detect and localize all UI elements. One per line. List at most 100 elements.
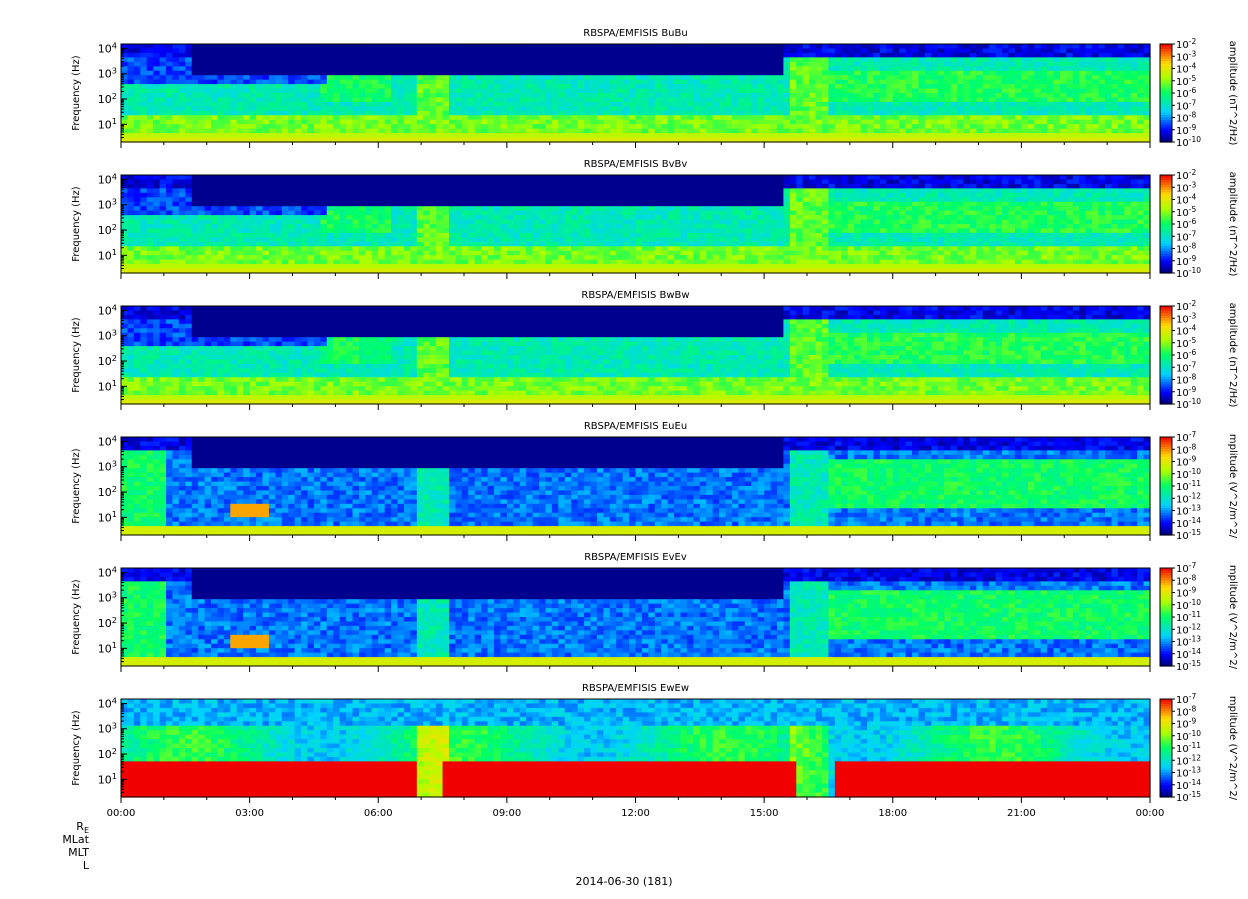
- heatmap-cell: [519, 57, 527, 63]
- heatmap-cell: [699, 88, 707, 94]
- heatmap-cell: [326, 93, 334, 99]
- heatmap-cell: [326, 206, 334, 212]
- heatmap-cell: [243, 201, 251, 207]
- heatmap-cell: [217, 79, 225, 85]
- heatmap-cell: [969, 110, 977, 116]
- heatmap-cell: [346, 106, 354, 112]
- heatmap-cell: [738, 137, 746, 143]
- heatmap-cell: [905, 124, 913, 130]
- heatmap-cell: [461, 75, 469, 81]
- heatmap-cell: [153, 210, 161, 216]
- heatmap-cell: [442, 70, 450, 76]
- heatmap-cell: [410, 61, 418, 67]
- heatmap-cell: [976, 52, 984, 58]
- heatmap-cell: [847, 119, 855, 125]
- heatmap-cell: [1117, 124, 1125, 130]
- heatmap-cell: [783, 137, 791, 143]
- heatmap-cell: [609, 66, 617, 72]
- heatmap-cell: [429, 228, 437, 234]
- heatmap-cell: [313, 128, 321, 134]
- heatmap-cell: [416, 224, 424, 230]
- heatmap-cell: [262, 75, 270, 81]
- heatmap-cell: [236, 264, 244, 270]
- heatmap-cell: [153, 228, 161, 234]
- heatmap-cell: [1117, 106, 1125, 112]
- heatmap-cell: [886, 44, 894, 50]
- heatmap-cell: [667, 66, 675, 72]
- heatmap-cell: [333, 206, 341, 212]
- heatmap-cell: [596, 97, 604, 103]
- heatmap-cell: [301, 57, 309, 63]
- heatmap-cell: [198, 106, 206, 112]
- heatmap-cell: [654, 101, 662, 107]
- heatmap-cell: [185, 133, 193, 139]
- heatmap-cell: [809, 101, 817, 107]
- heatmap-cell: [1143, 97, 1151, 103]
- heatmap-cell: [256, 246, 264, 252]
- heatmap-cell: [776, 57, 785, 63]
- heatmap-cell: [1085, 61, 1093, 67]
- heatmap-cell: [667, 44, 675, 50]
- heatmap-cell: [204, 259, 212, 265]
- heatmap-cell: [854, 48, 862, 54]
- heatmap-cell: [481, 237, 489, 243]
- heatmap-cell: [982, 93, 990, 99]
- heatmap-cell: [571, 101, 579, 107]
- heatmap-cell: [648, 75, 656, 81]
- heatmap-cell: [384, 228, 392, 234]
- heatmap-cell: [121, 124, 129, 130]
- heatmap-cell: [307, 259, 315, 265]
- heatmap-cell: [455, 93, 463, 99]
- heatmap-cell: [301, 93, 309, 99]
- heatmap-cell: [403, 79, 412, 85]
- heatmap-cell: [899, 93, 907, 99]
- heatmap-cell: [294, 57, 302, 63]
- heatmap-cell: [912, 115, 920, 121]
- heatmap-cell: [146, 128, 154, 134]
- heatmap-cell: [249, 232, 257, 238]
- heatmap-cell: [481, 128, 489, 134]
- heatmap-cell: [268, 124, 276, 130]
- heatmap-cell: [268, 97, 276, 103]
- heatmap-cell: [1047, 57, 1055, 63]
- heatmap-cell: [648, 93, 656, 99]
- heatmap-cell: [661, 97, 669, 103]
- heatmap-cell: [770, 110, 778, 116]
- heatmap-cell: [313, 237, 321, 243]
- heatmap-cell: [217, 106, 225, 112]
- heatmap-cell: [584, 106, 592, 112]
- heatmap-cell: [706, 97, 714, 103]
- heatmap-cell: [223, 224, 231, 230]
- heatmap-cell: [1053, 61, 1061, 67]
- heatmap-cell: [738, 57, 746, 63]
- heatmap-cell: [391, 259, 399, 265]
- heatmap-cell: [403, 183, 412, 189]
- heatmap-cell: [1137, 137, 1145, 143]
- heatmap-cell: [1117, 70, 1125, 76]
- heatmap-cell: [249, 210, 257, 216]
- heatmap-cell: [204, 79, 212, 85]
- heatmap-cell: [230, 66, 238, 72]
- heatmap-cell: [764, 79, 772, 85]
- heatmap-cell: [487, 57, 495, 63]
- heatmap-cell: [365, 97, 373, 103]
- heatmap-cell: [931, 106, 939, 112]
- heatmap-cell: [776, 79, 785, 85]
- heatmap-cell: [230, 192, 238, 198]
- heatmap-cell: [867, 84, 875, 90]
- heatmap-cell: [1111, 97, 1119, 103]
- heatmap-cell: [519, 61, 527, 67]
- heatmap-cell: [461, 255, 469, 261]
- heatmap-cell: [127, 133, 135, 139]
- heatmap-cell: [384, 133, 392, 139]
- heatmap-cell: [500, 228, 508, 234]
- heatmap-cell: [403, 124, 412, 130]
- heatmap-cell: [448, 106, 457, 112]
- heatmap-cell: [121, 255, 129, 261]
- heatmap-cell: [429, 206, 437, 212]
- heatmap-cell: [854, 52, 862, 58]
- heatmap-cell: [963, 128, 971, 134]
- heatmap-cell: [924, 106, 932, 112]
- heatmap-cell: [397, 192, 405, 198]
- heatmap-cell: [133, 124, 141, 130]
